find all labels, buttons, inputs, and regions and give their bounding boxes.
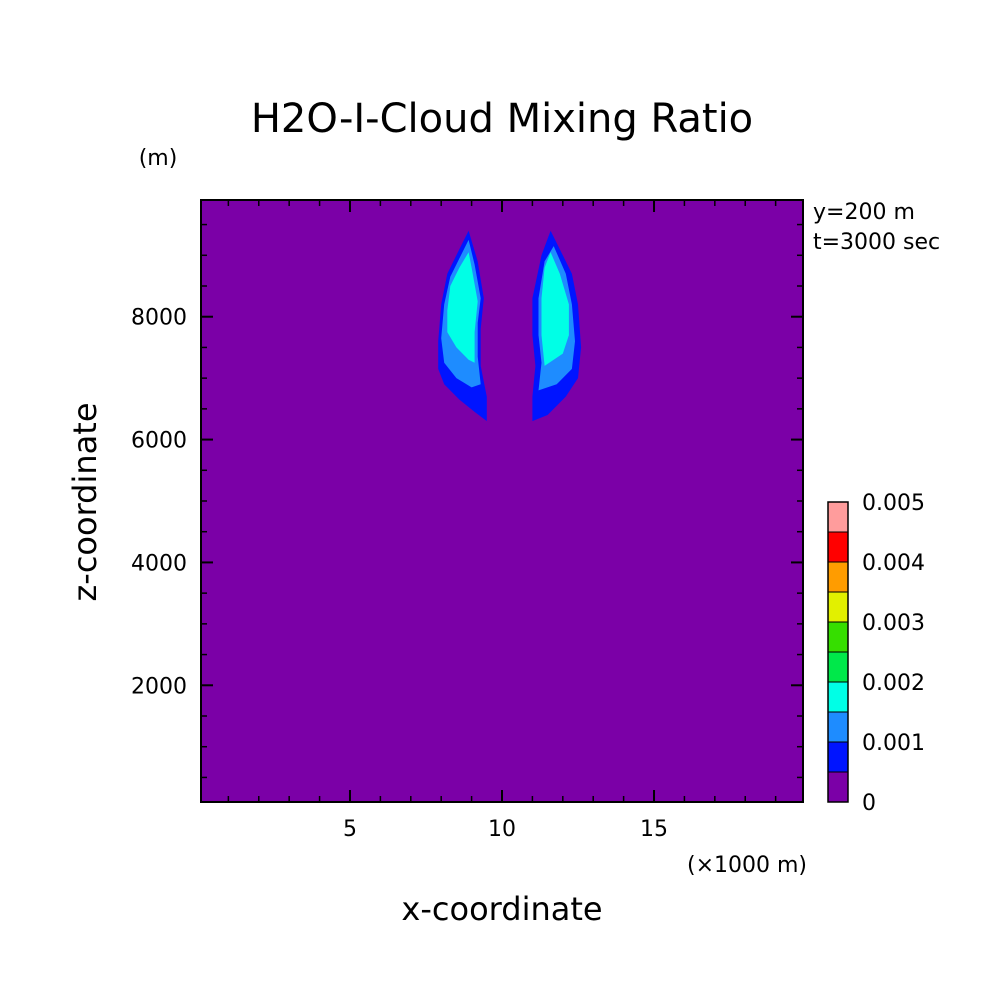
colorbar-label: 0.005 — [862, 491, 925, 516]
contour-band-1-3 — [447, 252, 478, 363]
colorbar-swatch — [827, 741, 849, 773]
annotation-y: y=200 m — [813, 200, 915, 225]
colorbar-label: 0 — [862, 791, 876, 816]
colorbar-label: 0.004 — [862, 551, 925, 576]
contour-group-1 — [438, 230, 487, 422]
x-axis: 5 10 15 — [343, 200, 668, 842]
colorbar-swatch — [827, 711, 849, 743]
x-tick-label: 10 — [488, 817, 516, 842]
chart-title: H2O-I-Cloud Mixing Ratio — [251, 96, 753, 142]
colorbar: 0 0.001 0.002 0.003 0.004 0.005 — [827, 491, 925, 816]
contour-layer — [438, 230, 582, 422]
y-axis: 2000 4000 6000 8000 — [131, 306, 803, 699]
colorbar-swatch — [827, 651, 849, 683]
x-unit-label: (×1000 m) — [687, 853, 807, 878]
plot-area — [200, 199, 804, 803]
colorbar-swatch — [827, 531, 849, 563]
colorbar-label: 0.001 — [862, 731, 925, 756]
x-tick-label: 5 — [343, 817, 357, 842]
colorbar-swatch — [827, 561, 849, 593]
colorbar-swatch — [827, 681, 849, 713]
annotation-t: t=3000 sec — [813, 230, 940, 255]
x-tick-label: 15 — [640, 817, 668, 842]
y-tick-label: 2000 — [131, 674, 187, 699]
colorbar-swatch — [827, 501, 849, 533]
contour-band-2-3 — [541, 252, 569, 366]
colorbar-frame — [827, 501, 849, 803]
y-unit-label: (m) — [139, 146, 178, 171]
y-tick-label: 4000 — [131, 551, 187, 576]
plot-background — [201, 200, 803, 802]
contour-group-2 — [532, 230, 582, 422]
colorbar-label: 0.003 — [862, 611, 925, 636]
y-tick-label: 6000 — [131, 429, 187, 454]
colorbar-swatch — [827, 591, 849, 623]
y-tick-label: 8000 — [131, 306, 187, 331]
y-axis-title: z-coordinate — [66, 402, 104, 601]
colorbar-swatch — [827, 771, 849, 803]
x-axis-title: x-coordinate — [401, 890, 602, 928]
colorbar-swatch — [827, 621, 849, 653]
colorbar-label: 0.002 — [862, 671, 925, 696]
